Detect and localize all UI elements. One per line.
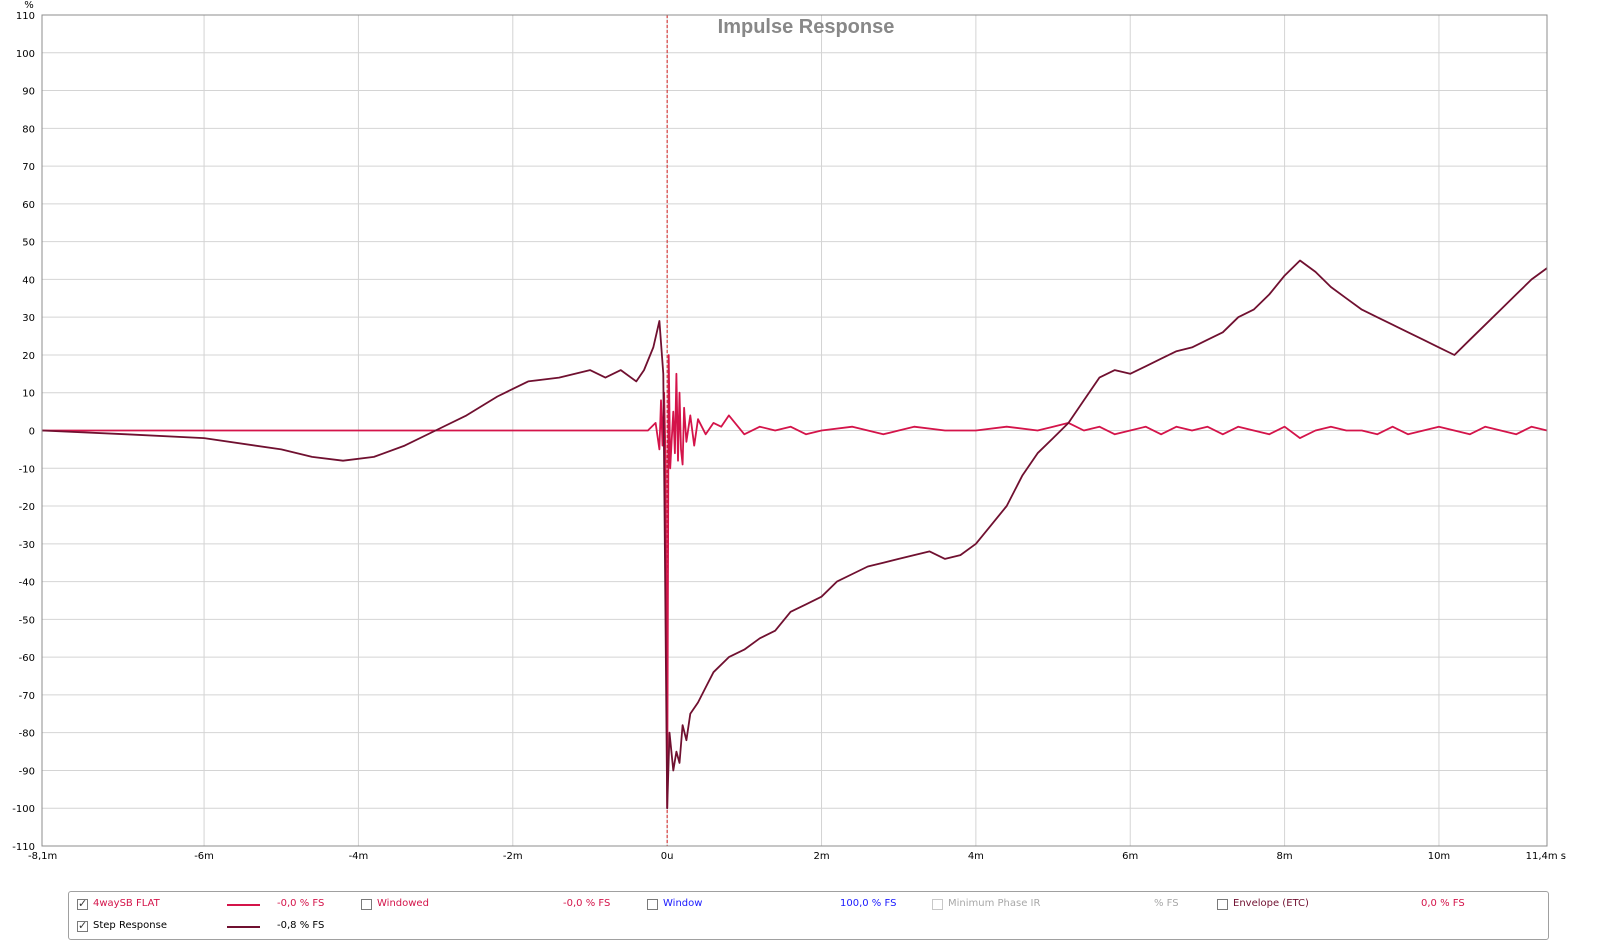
y-tick-label: 30 <box>22 313 35 324</box>
y-tick-label: -30 <box>19 540 35 551</box>
impulse-response-chart: 1101009080706050403020100-10-20-30-40-50… <box>12 0 1566 862</box>
series-2-swatch <box>227 926 260 928</box>
minimum-phase-label: Minimum Phase IR <box>948 898 1041 909</box>
y-tick-label: -80 <box>19 729 35 740</box>
y-axis-ticks: 1101009080706050403020100-10-20-30-40-50… <box>12 11 35 853</box>
series-2-name: Step Response <box>93 920 167 931</box>
y-tick-label: 110 <box>16 11 35 22</box>
series-1-name: 4waySB FLAT <box>93 898 160 909</box>
x-tick-label: 10m <box>1428 851 1450 862</box>
window-value: 100,0 % FS <box>840 898 897 909</box>
minimum-phase-value: % FS <box>1154 898 1179 909</box>
chart-title: Impulse Response <box>718 16 895 38</box>
minimum-phase-checkbox[interactable] <box>932 899 943 910</box>
series-2-value: -0,8 % FS <box>277 920 325 931</box>
y-tick-label: 0 <box>29 427 35 438</box>
y-tick-label: 50 <box>22 238 35 249</box>
y-axis-unit: % <box>24 0 34 11</box>
y-tick-label: 100 <box>16 49 35 60</box>
y-tick-label: 80 <box>22 124 35 135</box>
window-checkbox[interactable] <box>647 899 658 910</box>
x-tick-label: 8m <box>1277 851 1293 862</box>
plot-frame <box>41 14 1548 847</box>
y-tick-label: 90 <box>22 87 35 98</box>
y-tick-label: -90 <box>19 766 35 777</box>
y-tick-label: -10 <box>19 464 35 475</box>
windowed-label: Windowed <box>377 898 429 909</box>
windowed-value: -0,0 % FS <box>563 898 611 909</box>
x-tick-label: -4m <box>349 851 369 862</box>
windowed-checkbox[interactable] <box>361 899 372 910</box>
y-tick-label: 40 <box>22 275 35 286</box>
x-tick-label: 0u <box>661 851 674 862</box>
y-tick-label: -40 <box>19 578 35 589</box>
x-tick-label: -2m <box>503 851 523 862</box>
y-tick-label: -70 <box>19 691 35 702</box>
x-tick-label: 6m <box>1122 851 1138 862</box>
y-tick-label: -60 <box>19 653 35 664</box>
window-label: Window <box>663 898 703 909</box>
envelope-label: Envelope (ETC) <box>1233 898 1309 909</box>
y-tick-label: 70 <box>22 162 35 173</box>
legend-panel: 4waySB FLAT -0,0 % FS Windowed -0,0 % FS… <box>68 891 1549 940</box>
series-1-value: -0,0 % FS <box>277 898 325 909</box>
series-line-1 <box>42 354 1548 810</box>
x-tick-label: -6m <box>194 851 214 862</box>
y-tick-label: 10 <box>22 389 35 400</box>
series-line-2 <box>41 259 1548 810</box>
y-tick-label: -110 <box>12 842 35 853</box>
envelope-checkbox[interactable] <box>1217 899 1228 910</box>
series-1-swatch <box>227 904 260 906</box>
y-tick-label: 60 <box>22 200 35 211</box>
chart-series <box>41 259 1548 810</box>
x-tick-label: -8,1m <box>28 851 57 862</box>
x-tick-label: 11,4m s <box>1526 851 1566 862</box>
series-1-checkbox[interactable] <box>77 897 88 910</box>
y-tick-label: -20 <box>19 502 35 513</box>
envelope-value: 0,0 % FS <box>1421 898 1465 909</box>
series-2-checkbox[interactable] <box>77 919 88 932</box>
y-tick-label: 20 <box>22 351 35 362</box>
y-tick-label: -50 <box>19 615 35 626</box>
y-tick-label: -100 <box>12 804 35 815</box>
x-axis-ticks: -8,1m -6m -4m -2m 0u 2m 4m 6m 8m 10m 11,4m s <box>28 851 1566 862</box>
x-tick-label: 4m <box>968 851 984 862</box>
x-tick-label: 2m <box>813 851 829 862</box>
